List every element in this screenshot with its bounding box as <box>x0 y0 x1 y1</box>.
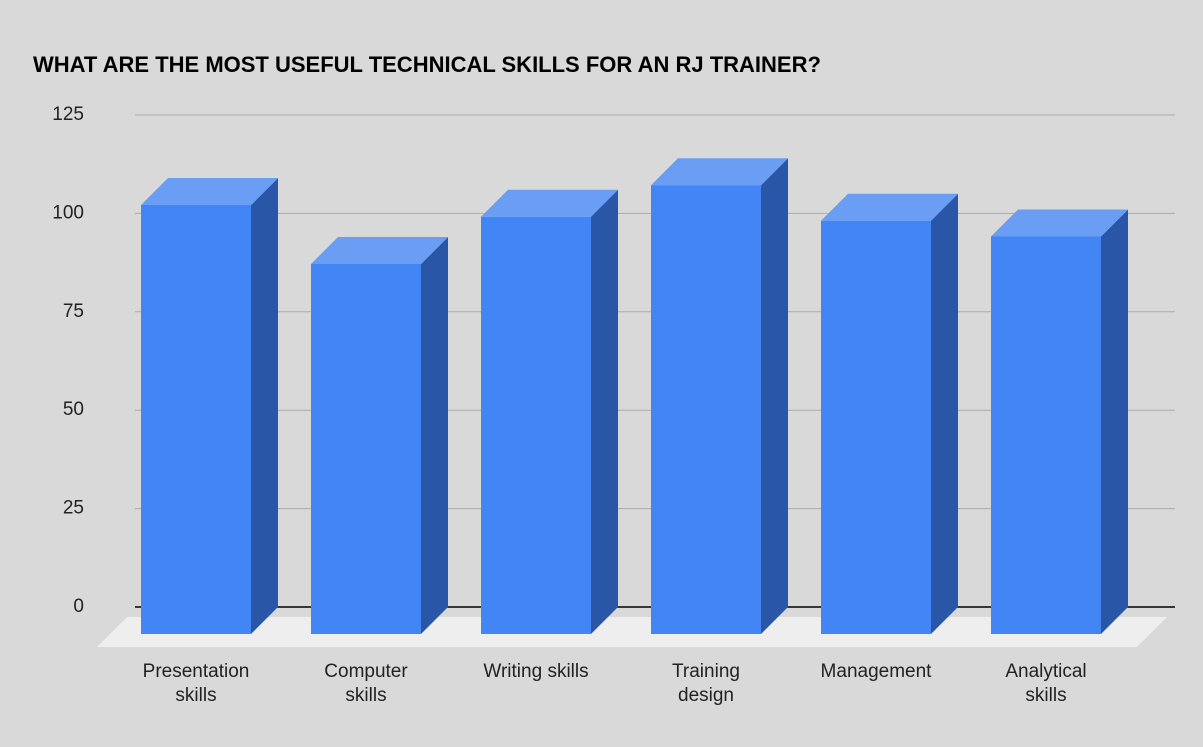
x-tick-label: Computer skills <box>324 661 408 706</box>
bar <box>651 158 788 634</box>
bar <box>821 193 958 634</box>
bar-front <box>311 264 421 634</box>
bar-side <box>591 189 618 634</box>
x-tick-label: Presentation skills <box>142 661 250 706</box>
bar-front <box>821 220 931 634</box>
y-tick-label: 25 <box>63 498 84 519</box>
bar-front <box>991 236 1101 635</box>
bar <box>481 189 618 634</box>
bar-side <box>931 193 958 634</box>
bar-top <box>821 193 958 221</box>
bar-top <box>311 237 448 265</box>
bar-top <box>141 177 278 205</box>
y-tick-label: 75 <box>63 301 84 322</box>
bar-side <box>761 158 788 634</box>
chart-title: WHAT ARE THE MOST USEFUL TECHNICAL SKILL… <box>33 52 821 77</box>
bar <box>991 209 1128 635</box>
y-tick-label: 50 <box>63 399 84 420</box>
bar-top <box>481 189 618 217</box>
bar <box>141 177 278 634</box>
bar <box>311 237 448 635</box>
x-tick-label: Training design <box>672 661 740 706</box>
bar-side <box>1101 209 1128 635</box>
y-tick-label: 0 <box>73 596 84 617</box>
bar-side <box>251 177 278 634</box>
bar-side <box>421 237 448 635</box>
x-tick-label: Writing skills <box>483 661 589 682</box>
x-tick-label: Analytical skills <box>1005 661 1087 706</box>
bar-top <box>651 158 788 186</box>
y-tick-label: 125 <box>52 104 84 125</box>
y-tick-label: 100 <box>52 202 84 223</box>
x-tick-label: Management <box>820 661 932 682</box>
bar-front <box>141 204 251 634</box>
bar-front <box>651 185 761 634</box>
bar-top <box>991 209 1128 237</box>
bar-front <box>481 216 591 634</box>
